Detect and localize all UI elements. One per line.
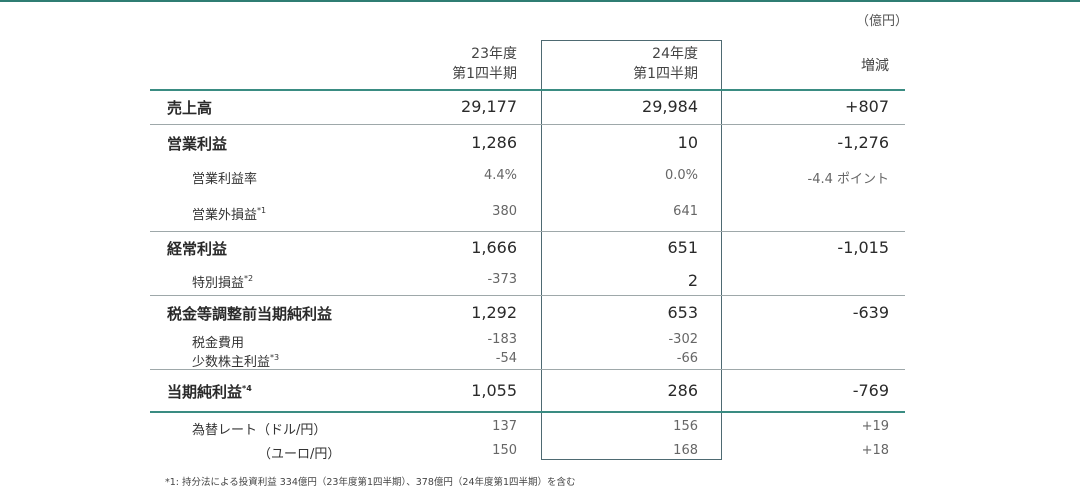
- tax-expense-24: -302: [668, 332, 698, 347]
- net-sales-change: +807: [845, 97, 889, 116]
- net-sales-23: 29,177: [461, 97, 517, 116]
- operating-income-change: -1,276: [837, 133, 889, 152]
- row-label-net-sales: 売上高: [167, 99, 213, 117]
- minority-interest-23: -54: [495, 351, 517, 366]
- net-income-change: -769: [852, 381, 889, 400]
- header-23fy-line1: 23年度: [471, 46, 517, 62]
- top-accent-line: [0, 0, 1080, 2]
- extraordinary-24: 2: [687, 271, 698, 290]
- fx-eur-24: 168: [673, 443, 698, 458]
- pretax-income-23: 1,292: [471, 303, 517, 322]
- row-label-pretax-income: 税金等調整前当期純利益: [167, 305, 333, 323]
- row-label-extraordinary: 特別損益*2: [192, 274, 254, 291]
- net-sales-24: 29,984: [642, 97, 698, 116]
- fx-usd-23: 137: [492, 419, 517, 434]
- ordinary-income-24: 651: [667, 238, 698, 257]
- row-label-fx-eur: （ユーロ/円）: [258, 447, 341, 462]
- fx-eur-change: +18: [861, 443, 889, 458]
- fx-usd-change: +19: [861, 419, 889, 434]
- ordinary-income-change: -1,015: [837, 238, 889, 257]
- row-label-fx-usd: 為替レート（ドル/円）: [192, 423, 327, 438]
- non-operating-24: 641: [673, 204, 698, 219]
- highlighted-column-frame: [541, 40, 722, 460]
- minority-interest-24: -66: [676, 351, 698, 366]
- pretax-income-24: 653: [667, 303, 698, 322]
- net-income-24: 286: [667, 381, 698, 400]
- row-rule: [150, 124, 905, 125]
- header-23fy-q1: 23年度 第1四半期: [390, 44, 517, 84]
- row-label-minority-interest: 少数株主利益*3: [192, 353, 280, 370]
- row-label-non-operating: 営業外損益*1: [192, 206, 267, 223]
- non-operating-23: 380: [492, 204, 517, 219]
- operating-margin-23: 4.4%: [483, 168, 517, 183]
- row-label-operating-income: 営業利益: [167, 135, 228, 153]
- footnote-marker: *4: [242, 384, 252, 393]
- tax-expense-23: -183: [487, 332, 517, 347]
- header-23fy-line2: 第1四半期: [452, 66, 517, 82]
- fx-rule: [150, 411, 905, 413]
- row-rule: [150, 295, 905, 296]
- header-change: 増減: [861, 58, 889, 74]
- row-label-tax-expense: 税金費用: [192, 336, 245, 351]
- operating-income-23: 1,286: [471, 133, 517, 152]
- footnote-marker: *3: [270, 353, 280, 362]
- operating-margin-change: -4.4 ポイント: [807, 172, 890, 187]
- unit-label: （億円）: [856, 14, 909, 29]
- header-24fy-line1: 24年度: [652, 46, 698, 62]
- row-label-ordinary-income: 経常利益: [167, 240, 228, 258]
- income-statement-table: 23年度 第1四半期 24年度 第1四半期 増減 売上高 29,177 29,9…: [150, 30, 905, 470]
- footnote-marker: *1: [257, 206, 267, 215]
- header-24fy-line2: 第1四半期: [633, 66, 698, 82]
- extraordinary-23: -373: [487, 272, 517, 287]
- fx-eur-23: 150: [492, 443, 517, 458]
- row-label-net-income: 当期純利益*4: [167, 383, 252, 401]
- row-label-operating-margin: 営業利益率: [192, 172, 258, 187]
- operating-income-24: 10: [677, 133, 698, 152]
- footnote-1: *1: 持分法による投資利益 334億円（23年度第1四半期）、378億円（24…: [165, 477, 576, 488]
- fx-usd-24: 156: [673, 419, 698, 434]
- pretax-income-change: -639: [852, 303, 889, 322]
- footnote-marker: *2: [244, 274, 254, 283]
- row-rule: [150, 231, 905, 232]
- header-rule: [150, 89, 905, 91]
- header-24fy-q1: 24年度 第1四半期: [570, 44, 698, 84]
- ordinary-income-23: 1,666: [471, 238, 517, 257]
- row-rule: [150, 369, 905, 370]
- net-income-23: 1,055: [471, 381, 517, 400]
- operating-margin-24: 0.0%: [664, 168, 698, 183]
